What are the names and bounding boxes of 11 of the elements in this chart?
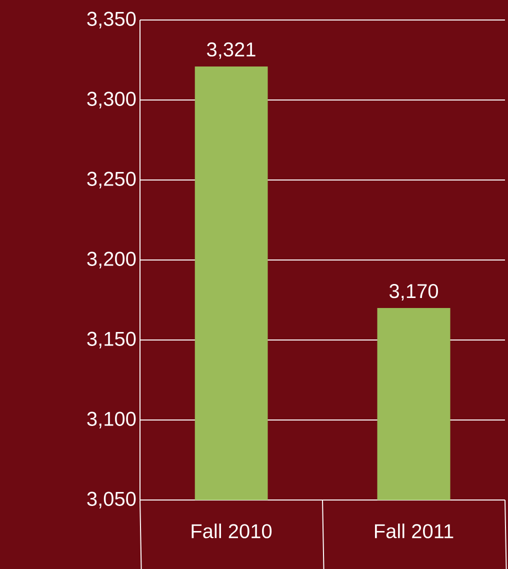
y-tick-label: 3,100 <box>87 412 136 428</box>
y-tick-label: 3,350 <box>87 12 136 28</box>
data-label: 3,170 <box>390 284 438 301</box>
x-tick-label: Fall 2010 <box>192 524 272 538</box>
y-tick-label: 3,150 <box>87 332 136 348</box>
y-tick-label: 3,300 <box>87 92 136 108</box>
data-label: 3,321 <box>206 42 256 59</box>
y-tick-label: 3,050 <box>87 492 136 508</box>
x-tick-label: Fall 2011 <box>375 524 454 538</box>
y-tick-label: 3,200 <box>87 252 136 268</box>
y-tick-label: 3,250 <box>87 172 136 188</box>
